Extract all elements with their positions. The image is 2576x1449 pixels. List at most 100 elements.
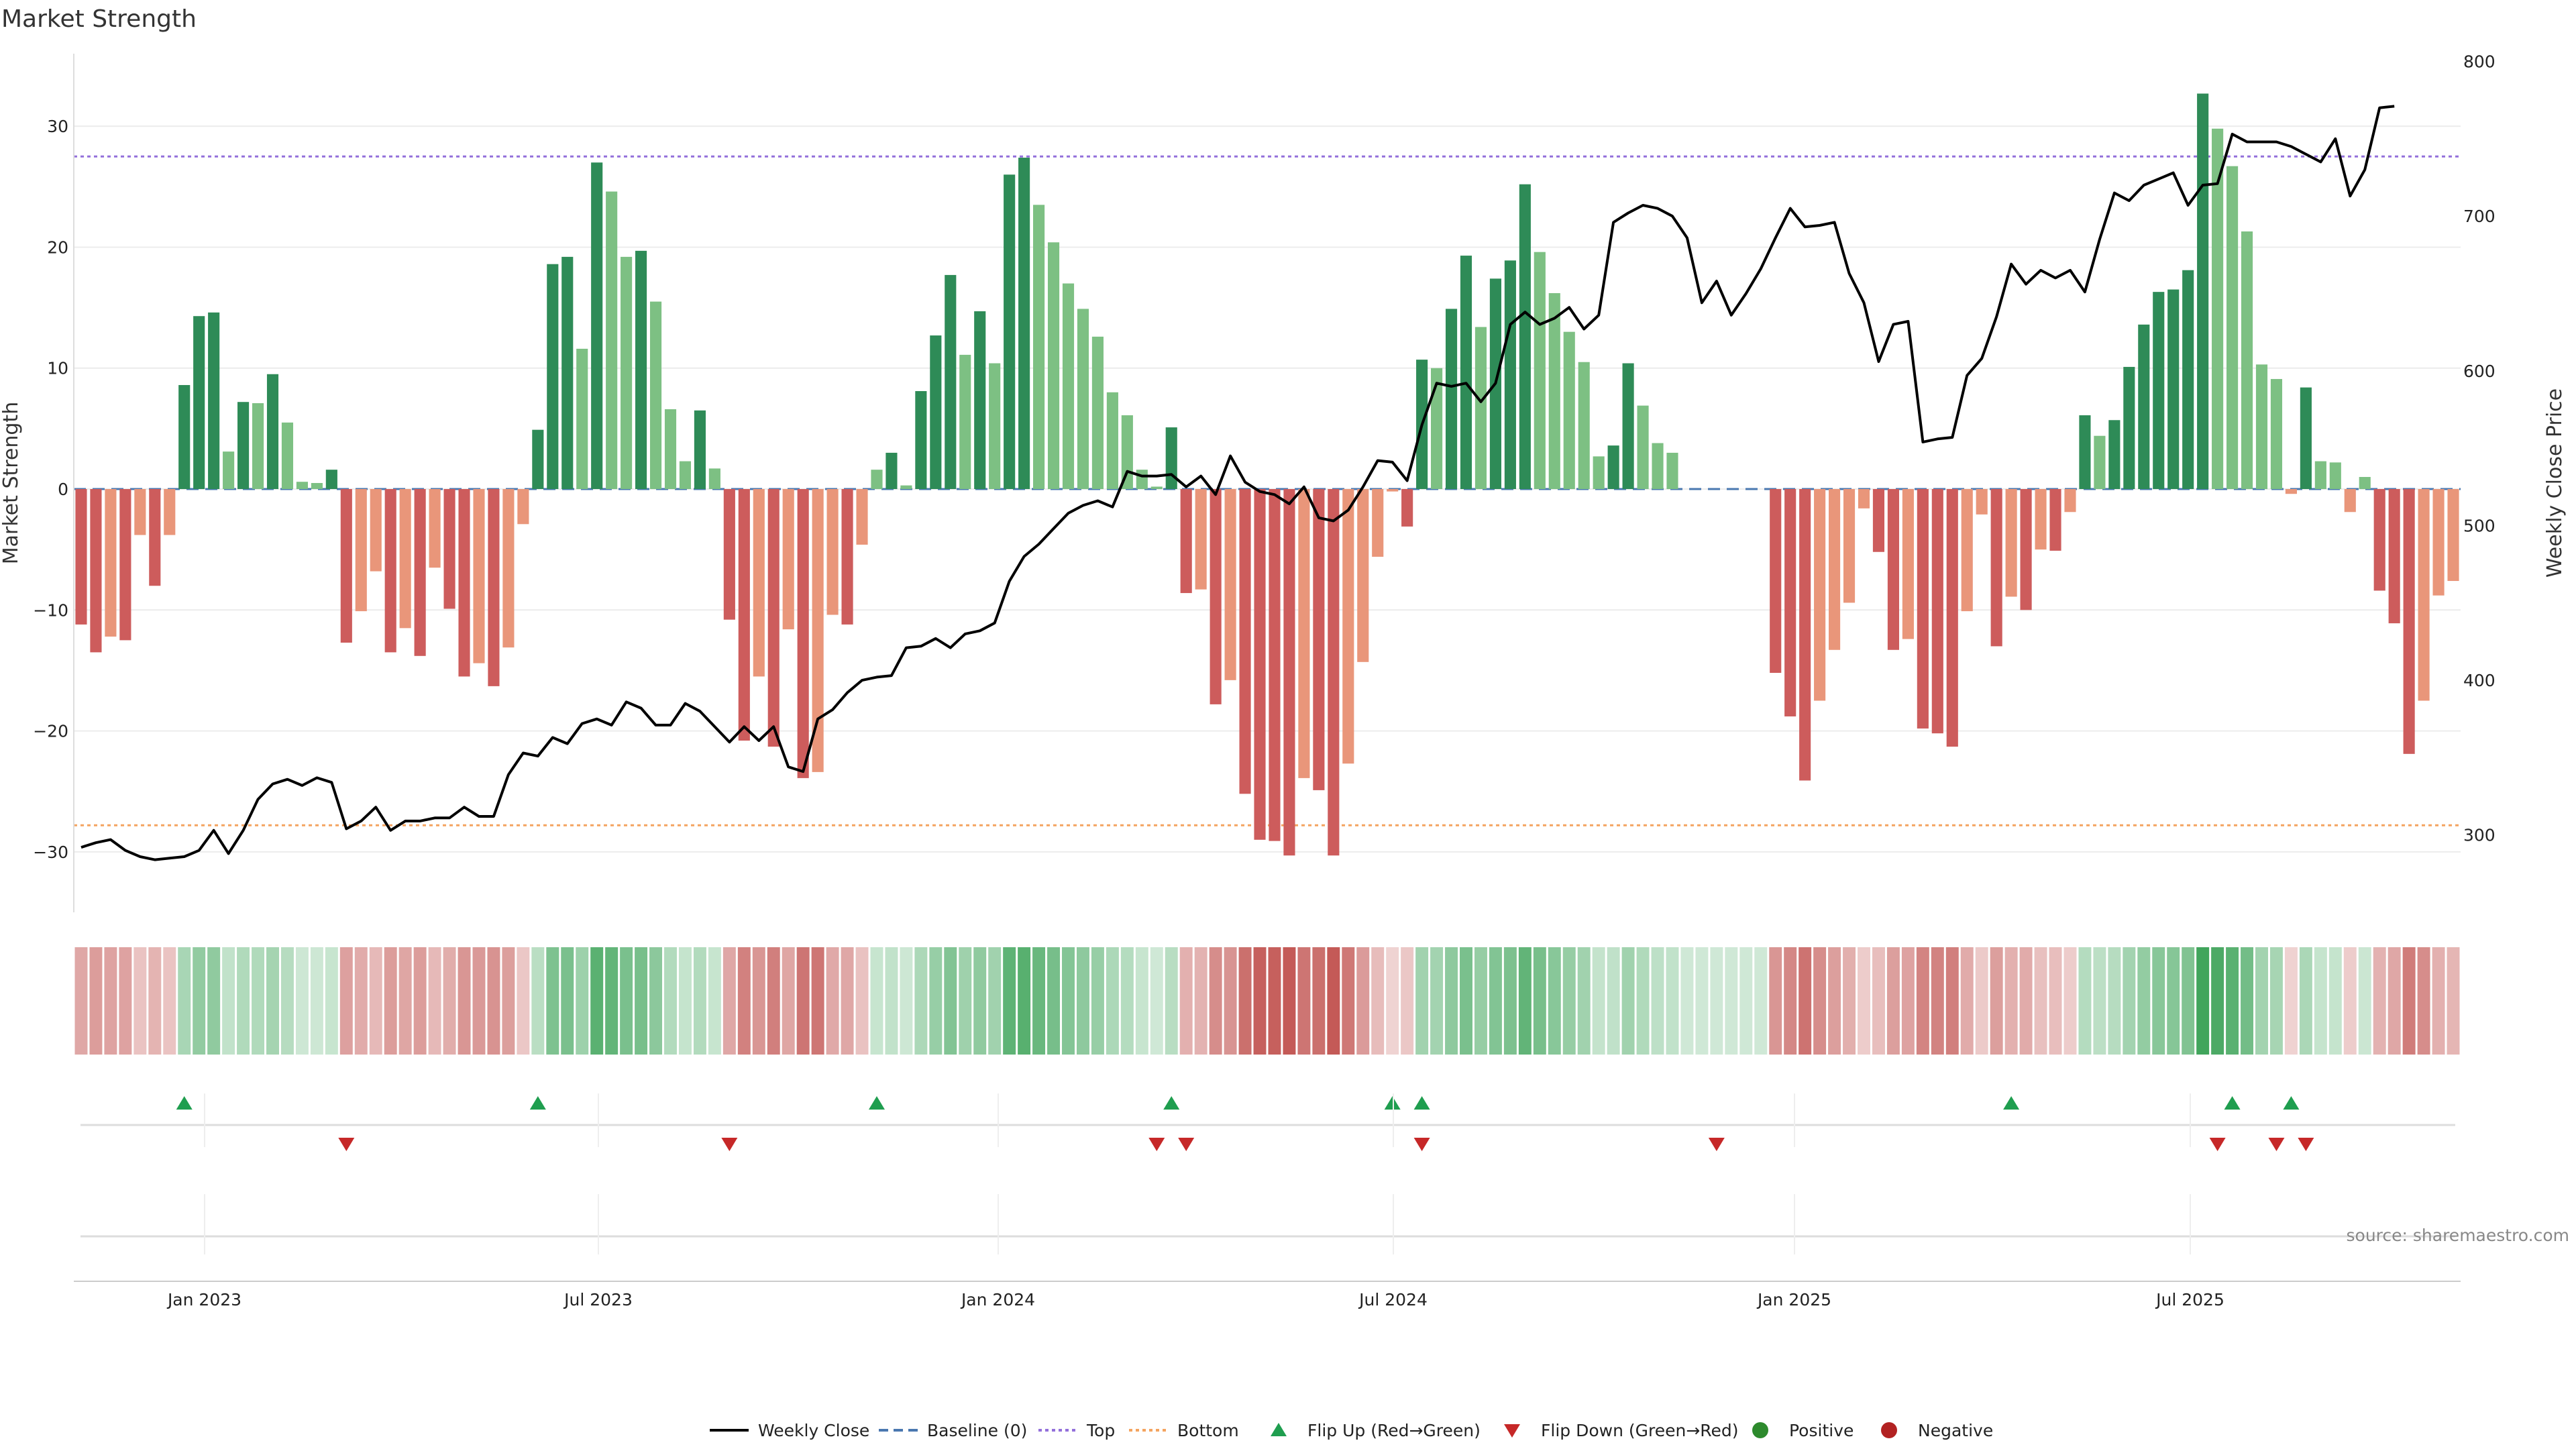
- strength-cell: [295, 947, 309, 1055]
- strength-bar: [2167, 289, 2180, 490]
- strength-cell: [2299, 947, 2312, 1055]
- strength-bar: [2108, 420, 2121, 490]
- strength-bar: [1077, 309, 1089, 490]
- strength-cell: [1636, 947, 1650, 1055]
- strength-cell: [1135, 947, 1148, 1055]
- strength-cell: [148, 947, 162, 1055]
- strength-cell: [222, 947, 235, 1055]
- legend-label: Baseline (0): [927, 1421, 1027, 1440]
- strength-cell: [2063, 947, 2077, 1055]
- strength-bar: [1445, 309, 1458, 490]
- flip-down-marker: [2268, 1138, 2285, 1151]
- strength-bar: [75, 489, 87, 625]
- flip-up-marker: [1384, 1096, 1401, 1110]
- strength-cell: [2137, 947, 2151, 1055]
- strength-bar: [2418, 489, 2430, 701]
- strength-cell: [546, 947, 559, 1055]
- strength-bar: [517, 489, 529, 525]
- strength-cell: [678, 947, 692, 1055]
- strength-cell: [458, 947, 471, 1055]
- strength-cell: [1224, 947, 1237, 1055]
- strength-cell: [207, 947, 221, 1055]
- strength-cell: [1194, 947, 1208, 1055]
- strength-cell: [620, 947, 633, 1055]
- strength-bar: [1887, 489, 1899, 650]
- circle-icon: [1881, 1422, 1897, 1438]
- strength-bar: [1372, 489, 1384, 557]
- y-tick-label: −30: [33, 843, 68, 862]
- strength-bar: [1269, 489, 1281, 841]
- strength-bar: [2212, 128, 2224, 490]
- strength-cell: [1076, 947, 1089, 1055]
- strength-bar: [2197, 93, 2209, 490]
- strength-cell: [119, 947, 132, 1055]
- strength-bar: [90, 489, 102, 653]
- strength-bar: [1210, 489, 1222, 704]
- strength-cell: [2226, 947, 2239, 1055]
- strength-cell: [1032, 947, 1046, 1055]
- strength-bar: [2285, 489, 2297, 494]
- strength-cell: [1990, 947, 2003, 1055]
- strength-bar: [856, 489, 868, 545]
- strength-cell: [1179, 947, 1193, 1055]
- strength-cell: [1460, 947, 1472, 1055]
- strength-cell: [1828, 947, 1841, 1055]
- triangle-down-icon: [1504, 1424, 1520, 1438]
- x-tick-label: Jan 2025: [1756, 1290, 1831, 1309]
- flip-down-marker: [1413, 1138, 1430, 1151]
- strength-cell: [2328, 947, 2342, 1055]
- strength-bar: [1195, 489, 1207, 590]
- strength-cell: [487, 947, 500, 1055]
- strength-cell: [1945, 947, 1959, 1055]
- strength-cell: [944, 947, 957, 1055]
- strength-bar: [812, 489, 824, 772]
- strength-cell: [398, 947, 412, 1055]
- strength-cell: [2019, 947, 2033, 1055]
- strength-bar: [325, 470, 337, 490]
- strength-bar: [915, 390, 927, 490]
- strength-cell: [104, 947, 117, 1055]
- strength-cell: [649, 947, 663, 1055]
- strength-cell: [1813, 947, 1827, 1055]
- strength-bar: [621, 256, 633, 490]
- strength-bar: [2138, 324, 2150, 490]
- strength-cell: [384, 947, 397, 1055]
- strength-bar: [1121, 415, 1133, 490]
- strength-bar: [223, 451, 235, 490]
- strength-cell: [1503, 947, 1517, 1055]
- strength-bar: [1165, 427, 1177, 490]
- strength-bar: [2153, 292, 2165, 490]
- strength-cell: [1091, 947, 1104, 1055]
- strength-cell: [605, 947, 619, 1055]
- strength-cell: [737, 947, 751, 1055]
- strength-bar: [1357, 489, 1369, 662]
- strength-cell: [2049, 947, 2062, 1055]
- strength-cell: [1238, 947, 1252, 1055]
- strength-heat-strip: [74, 947, 2460, 1055]
- y2-axis-label: Weekly Close Price: [2543, 388, 2567, 578]
- strength-cell: [2167, 947, 2180, 1055]
- strength-bar: [1814, 489, 1826, 701]
- legend-label: Flip Up (Red→Green): [1307, 1421, 1481, 1440]
- strength-cell: [1209, 947, 1222, 1055]
- triangle-up-icon: [1271, 1423, 1287, 1436]
- strength-bar: [1593, 456, 1605, 490]
- strength-bar: [1106, 392, 1118, 490]
- strength-cell: [517, 947, 530, 1055]
- strength-bar: [1298, 489, 1310, 778]
- strength-cell: [1725, 947, 1738, 1055]
- strength-cell: [2284, 947, 2298, 1055]
- flip-down-marker: [1178, 1138, 1195, 1151]
- strength-bar: [1652, 443, 1664, 490]
- strength-bar: [606, 191, 618, 490]
- strength-bar: [1474, 327, 1487, 490]
- strength-bar: [340, 489, 352, 643]
- strength-bar: [959, 354, 971, 490]
- strength-cell: [576, 947, 589, 1055]
- strength-cell: [914, 947, 928, 1055]
- strength-cell: [1769, 947, 1782, 1055]
- strength-cell: [1297, 947, 1311, 1055]
- strength-bar: [797, 489, 809, 778]
- strength-bar: [1313, 489, 1325, 790]
- strength-bar: [119, 489, 131, 641]
